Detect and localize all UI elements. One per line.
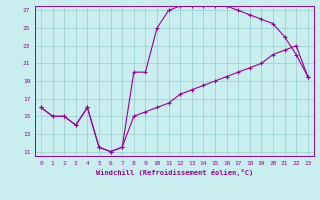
X-axis label: Windchill (Refroidissement éolien,°C): Windchill (Refroidissement éolien,°C): [96, 169, 253, 176]
